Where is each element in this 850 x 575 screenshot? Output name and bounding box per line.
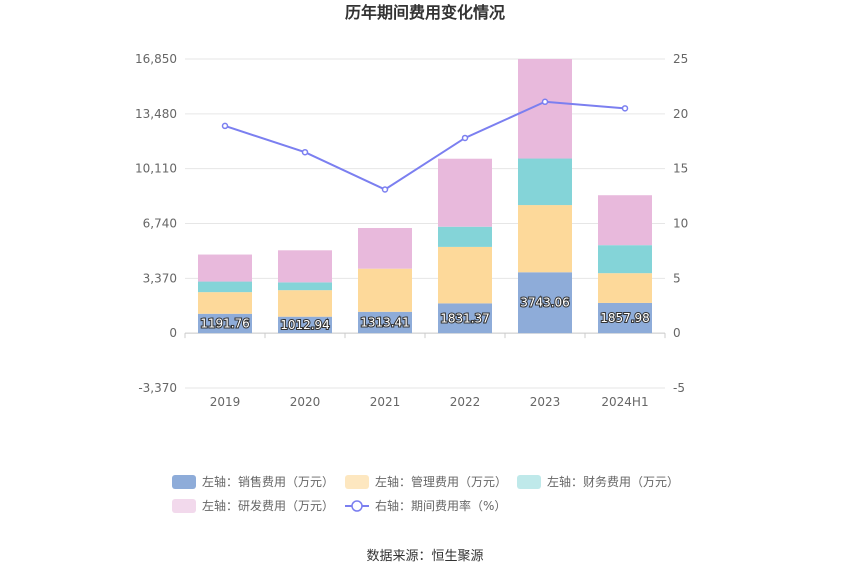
bar-segment-2	[278, 290, 332, 317]
legend-label: 右轴：期间费用率（%）	[375, 498, 506, 513]
x-axis-tick-label: 2019	[210, 395, 241, 409]
legend-label: 左轴：财务费用（万元）	[547, 474, 679, 489]
rate-line	[224, 100, 626, 191]
legend-label: 左轴：研发费用（万元）	[202, 498, 334, 513]
bar-segment-1	[438, 303, 492, 334]
bar-layer	[198, 58, 652, 334]
right-axis-tick-label: 0	[673, 326, 681, 340]
bar-segment-2	[598, 273, 652, 303]
bar-segment-2	[198, 292, 252, 314]
legend: 左轴：销售费用（万元） 左轴：管理费用（万元） 左轴：财务费用（万元） 左轴：研发费用…	[172, 474, 679, 513]
x-axis-tick-label: 2022	[450, 395, 481, 409]
line-layer	[221, 98, 629, 193]
rate-point	[461, 134, 469, 142]
chart-title: 历年期间费用变化情况	[345, 3, 505, 22]
rate-point	[621, 105, 629, 112]
bar-segment-3	[198, 281, 252, 293]
bar-segment-1	[358, 311, 412, 334]
x-axis-tick-label: 2024H1	[601, 395, 648, 409]
right-axis-tick-label: 10	[673, 217, 688, 231]
bar-data-label: 1012.94	[280, 318, 330, 332]
legend-label: 左轴：管理费用（万元）	[375, 474, 507, 489]
left-axis-tick-label: 6,740	[143, 217, 177, 231]
right-axis-tick-label: -5	[673, 381, 685, 395]
legend-swatch	[517, 475, 541, 489]
bar-segment-4	[598, 195, 652, 246]
bar-segment-1	[278, 316, 332, 334]
right-axis-tick-label: 15	[673, 162, 688, 176]
bar-segment-4	[198, 254, 252, 282]
bar-segment-2	[358, 268, 412, 312]
bar-data-label: 1313.41	[360, 315, 410, 329]
legend-label: 左轴：销售费用（万元）	[202, 474, 334, 489]
bar-segment-4	[518, 58, 572, 159]
left-axis-tick-label: 3,370	[143, 271, 177, 285]
left-axis-tick-label: 0	[169, 326, 177, 340]
legend-swatch	[172, 499, 196, 513]
rate-point	[221, 122, 229, 130]
label-layer: 1191.76 1012.94 1313.41 1831.37 3743.06 1857.…	[199, 295, 651, 333]
bar-segment-3	[518, 158, 572, 206]
bar-segment-4	[278, 250, 332, 283]
left-axis-tick-label: 13,480	[135, 107, 177, 121]
grid-layer	[185, 58, 665, 389]
bar-segment-3	[278, 282, 332, 291]
bar-segment-1	[518, 272, 572, 334]
rate-point	[381, 186, 389, 193]
left-axis-tick-label: 16,850	[135, 52, 177, 66]
left-axis-tick-label: 10,110	[135, 162, 177, 176]
x-axis-tick-label: 2023	[530, 395, 561, 409]
bar-data-label: 1831.37	[440, 311, 490, 325]
bar-segment-2	[438, 246, 492, 304]
legend-line-marker	[351, 500, 363, 512]
bar-segment-1	[198, 313, 252, 334]
left-axis-tick-label: -3,370	[138, 381, 177, 395]
bar-data-label: 1857.98	[600, 311, 650, 325]
bar-segment-3	[598, 245, 652, 274]
legend-swatch	[172, 475, 196, 489]
right-axis-tick-label: 5	[673, 271, 681, 285]
bar-segment-3	[438, 226, 492, 247]
x-axis-tick-label: 2020	[290, 395, 321, 409]
right-axis-tick-label: 20	[673, 107, 688, 121]
bar-segment-2	[518, 205, 572, 273]
legend-swatch	[345, 475, 369, 489]
bar-data-label: 1191.76	[200, 316, 250, 330]
bar-data-label: 3743.06	[520, 296, 570, 310]
rate-point	[301, 148, 309, 156]
bar-segment-4	[438, 158, 492, 227]
rate-point	[541, 98, 549, 106]
right-axis-tick-label: 25	[673, 52, 688, 66]
x-axis-tick-label: 2021	[370, 395, 401, 409]
bar-segment-4	[358, 228, 412, 269]
bar-segment-1	[598, 302, 652, 334]
source-note: 数据来源：恒生聚源	[366, 549, 483, 564]
